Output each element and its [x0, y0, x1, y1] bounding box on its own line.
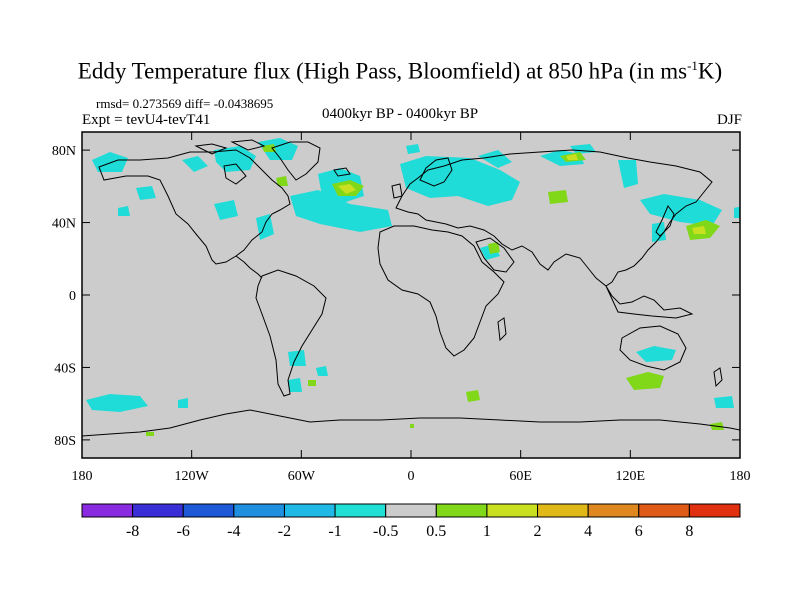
- anomaly-patch: [146, 432, 154, 436]
- colorbar-swatch: [537, 503, 589, 518]
- colorbar-label: 4: [584, 523, 592, 540]
- coastline-arabia: [475, 237, 515, 273]
- stats-label: rmsd= 0.273569 diff= -0.0438695: [96, 96, 274, 111]
- anomaly-patch: [626, 372, 664, 390]
- coastline-australia: [619, 325, 687, 371]
- anomaly-patch: [308, 380, 316, 386]
- anomaly-patch: [288, 378, 302, 392]
- anomaly-patch: [182, 156, 208, 172]
- lon-tick-label: 60W: [288, 469, 316, 484]
- coastlines: [82, 139, 740, 437]
- colorbar-swatch: [81, 503, 134, 518]
- lat-tick-label: 40S: [54, 361, 76, 376]
- colorbar-swatch: [638, 503, 690, 518]
- lat-tick-label: 40N: [52, 217, 76, 232]
- colorbar-label: 6: [635, 523, 643, 540]
- colorbar-swatch: [132, 503, 184, 518]
- anomaly-patch: [118, 206, 130, 216]
- anomaly-patch: [276, 176, 288, 186]
- colorbar-swatch: [435, 503, 488, 518]
- lon-tick-label: 120E: [616, 469, 646, 484]
- coastline-central-america: [235, 255, 263, 279]
- coastline-madagascar: [497, 317, 507, 342]
- anomaly-patch: [316, 366, 328, 376]
- colorbar-swatch: [233, 503, 285, 518]
- colorbar-label: -4: [227, 523, 240, 540]
- colorbar-label: 2: [534, 523, 542, 540]
- anomaly-patch: [692, 226, 706, 234]
- lat-tick-label: 0: [69, 289, 76, 304]
- colorbar-swatch: [486, 503, 539, 518]
- lon-tick-label: 60E: [509, 469, 532, 484]
- colorbar-swatch: [688, 503, 741, 518]
- anomaly-patch: [488, 242, 500, 254]
- experiment-label: Expt = tevU4-tevT41: [82, 112, 211, 128]
- anomaly-patch: [466, 390, 480, 402]
- colorbar-swatch: [283, 503, 336, 518]
- anomaly-patch: [86, 394, 148, 412]
- colorbar-label: 8: [685, 523, 693, 540]
- anomaly-layer: [86, 138, 740, 436]
- anomaly-patch: [548, 190, 568, 204]
- anomaly-patch: [734, 206, 740, 218]
- coastline-eurasia: [395, 149, 713, 287]
- lon-tick-label: 120W: [175, 469, 210, 484]
- period-label: 0400kyr BP - 0400kyr BP: [322, 106, 479, 122]
- lat-tick-label: 80S: [54, 434, 76, 449]
- colorbar-label: -0.5: [373, 523, 398, 540]
- coastline-south-america: [255, 269, 327, 397]
- coastline-southeast-asia: [605, 285, 694, 319]
- coastline-iceland: [333, 167, 351, 177]
- coastline-north-america: [98, 149, 291, 265]
- anomaly-patch: [400, 156, 520, 206]
- anomaly-patch: [566, 154, 578, 160]
- colorbar-swatch: [587, 503, 640, 518]
- colorbar-label: -1: [328, 523, 341, 540]
- anomaly-patch: [636, 346, 676, 362]
- colorbar-swatch: [182, 503, 235, 518]
- colorbar-label: -6: [177, 523, 190, 540]
- season-label: DJF: [716, 112, 742, 128]
- coastline-japan: [655, 205, 675, 237]
- anomaly-patch: [258, 138, 298, 160]
- colorbar-label: -8: [126, 523, 139, 540]
- coastline-arctic-islands: [194, 139, 266, 155]
- colorbar-label: 1: [483, 523, 491, 540]
- colorbar-swatch: [334, 503, 387, 518]
- lon-tick-label: 180: [72, 469, 93, 484]
- coastline-hudson-bay: [223, 163, 247, 185]
- coastline-new-zealand: [713, 367, 723, 388]
- anomaly-patch: [652, 222, 666, 242]
- coastline-greenland: [271, 141, 321, 181]
- longitude-ticks: 180 120W 60W 0 60E 120E 180: [72, 132, 751, 484]
- latitude-ticks: 80N 40N 0 40S 80S: [52, 144, 740, 449]
- anomaly-patch: [338, 184, 356, 194]
- anomaly-patch: [288, 350, 306, 366]
- anomaly-patch: [714, 396, 734, 408]
- colorbar-label: 0.5: [426, 523, 446, 540]
- lat-tick-label: 80N: [52, 144, 76, 159]
- anomaly-patch: [92, 152, 128, 172]
- anomaly-patch: [406, 144, 420, 154]
- anomaly-patch: [478, 150, 512, 168]
- colorbar-swatch: [385, 503, 437, 518]
- anomaly-patch: [262, 144, 276, 152]
- coastline-africa: [377, 225, 505, 357]
- coastline-antarctica: [82, 409, 740, 437]
- plot-title: Eddy Temperature flux (High Pass, Bloomf…: [77, 58, 723, 84]
- anomaly-patch: [618, 160, 638, 188]
- anomaly-patch: [290, 190, 392, 232]
- lon-tick-label: 180: [730, 469, 751, 484]
- lon-tick-label: 0: [408, 469, 415, 484]
- coastline-scandinavia: [419, 157, 453, 187]
- anomaly-patch: [214, 200, 238, 220]
- anomaly-patch: [410, 424, 414, 428]
- colorbar-label: -2: [278, 523, 291, 540]
- anomaly-patch: [178, 398, 188, 408]
- anomaly-patch: [136, 186, 156, 200]
